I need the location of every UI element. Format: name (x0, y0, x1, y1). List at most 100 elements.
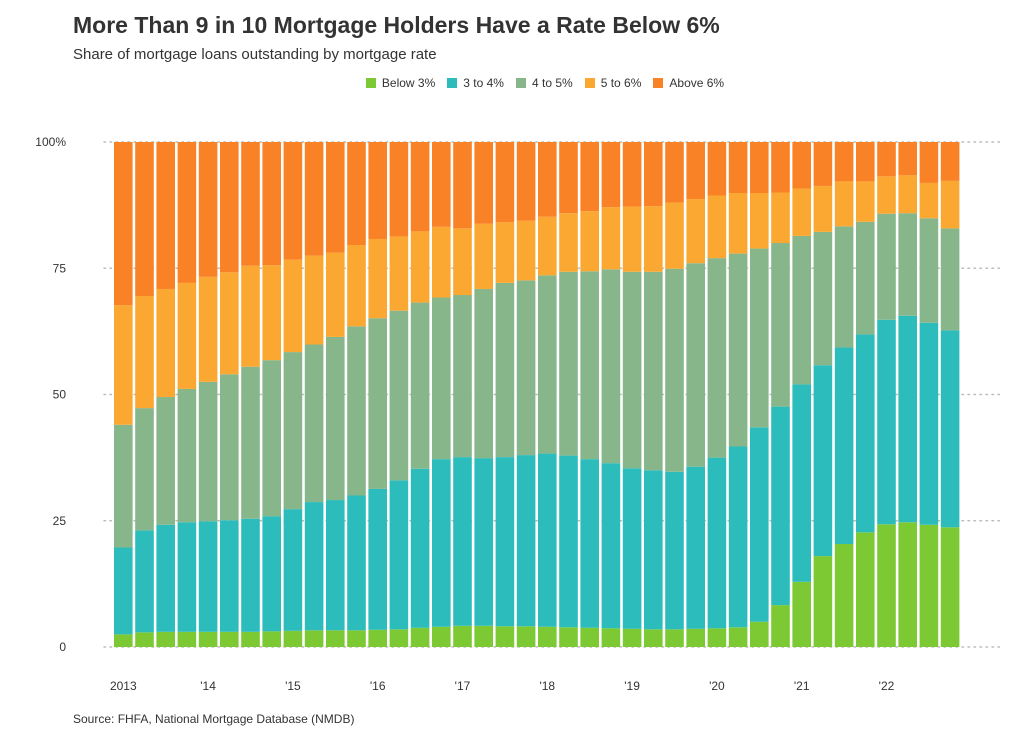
bar-segment (856, 221, 875, 335)
bar-segment (750, 193, 769, 249)
x-tick-label: '18 (539, 679, 555, 693)
bar-segment (813, 142, 833, 186)
bar-segment (707, 628, 727, 647)
bar-segment (410, 231, 430, 303)
bar-segment (834, 142, 854, 182)
bar-segment (559, 271, 578, 456)
x-tick-label: '21 (794, 679, 810, 693)
bar-segment (198, 276, 218, 382)
bar-segment (389, 480, 409, 630)
bar-segment (707, 195, 727, 259)
bar-segment (898, 175, 917, 214)
bar-segment (665, 268, 684, 472)
bar-segment (622, 628, 642, 647)
bar-segment (304, 502, 324, 631)
bar-segment (198, 142, 218, 277)
bar-segment (432, 297, 451, 460)
bar-segment (495, 282, 515, 458)
bar-segment (368, 318, 387, 489)
bar-segment (665, 471, 684, 630)
bar-segment (601, 463, 621, 629)
bar-segment (622, 142, 642, 207)
bar-segment (220, 142, 239, 273)
bar-segment (368, 629, 387, 647)
bar-segment (538, 275, 557, 454)
bar-segment (580, 142, 599, 212)
bar-segment (516, 280, 536, 456)
bar-segment (665, 142, 684, 203)
bar-segment (495, 626, 515, 647)
bar-segment (856, 142, 875, 182)
bar-segment (198, 381, 218, 522)
bar-segment (813, 231, 833, 366)
x-tick-label: '16 (370, 679, 386, 693)
bar-segment (813, 185, 833, 232)
bar-segment (135, 530, 154, 633)
bar-segment (220, 272, 239, 375)
bar-segment (877, 176, 896, 214)
bar-segment (877, 142, 896, 177)
bar-segment (856, 532, 875, 647)
bar-segment (410, 142, 430, 232)
bar-segment (771, 192, 790, 243)
bar-segment (241, 631, 260, 647)
bar-segment (771, 605, 790, 647)
bar-segment (601, 142, 621, 208)
bar-segment (432, 459, 451, 627)
legend-item: 4 to 5% (515, 76, 573, 90)
bar-segment (644, 142, 663, 207)
bar-segment (538, 626, 557, 647)
legend-swatch (515, 78, 526, 88)
bar-segment (410, 302, 430, 469)
bar-segment (114, 424, 133, 548)
bar-segment (474, 458, 493, 626)
bar-segment (220, 520, 239, 632)
bar-segment (919, 142, 939, 183)
bar-segment (792, 235, 811, 385)
bar-segment (538, 216, 557, 276)
bar-segment (728, 627, 748, 647)
bar-segment (707, 258, 727, 458)
legend-swatch (447, 78, 458, 88)
bar-segment (813, 365, 833, 557)
bar-segment (177, 631, 197, 647)
legend-swatch (584, 78, 595, 88)
bar-segment (686, 199, 705, 264)
bar-segment (326, 336, 345, 501)
legend-label: Below 3% (381, 76, 436, 90)
y-tick-label: 100% (35, 135, 66, 149)
bar-segment (326, 252, 345, 337)
bar-segment (559, 213, 578, 272)
bar-segment (495, 142, 515, 223)
bar-segment (347, 245, 366, 327)
bar-segment (241, 142, 260, 266)
bar-segment (686, 466, 705, 629)
bar-segment (432, 142, 451, 227)
bar-segment (283, 259, 303, 353)
bar-segment (453, 142, 472, 229)
legend-label: Above 6% (669, 76, 725, 90)
bar-segment (771, 142, 790, 193)
y-axis: 0 25 50 75 100% (35, 135, 66, 654)
chart-subtitle: Share of mortgage loans outstanding by m… (73, 46, 437, 63)
bar-segment (601, 207, 621, 270)
bar-segment (516, 142, 536, 221)
bar-segment (665, 202, 684, 269)
bar-segment (919, 182, 939, 219)
bar-segment (877, 319, 896, 525)
bar-segment (665, 629, 684, 647)
bar-segment (135, 296, 154, 409)
bar-segment (156, 288, 175, 398)
bar-segment (177, 282, 197, 389)
bar-segment (538, 142, 557, 217)
legend-item: 3 to 4% (447, 76, 504, 90)
bar-segment (432, 626, 451, 647)
bar-segment (919, 322, 939, 525)
bar-segment (644, 271, 663, 471)
legend-swatch (365, 78, 376, 88)
bar-segment (114, 142, 133, 306)
bar-segment (220, 631, 239, 647)
bar-segment (750, 142, 769, 194)
bar-segment (622, 468, 642, 629)
bar-segment (940, 180, 960, 229)
